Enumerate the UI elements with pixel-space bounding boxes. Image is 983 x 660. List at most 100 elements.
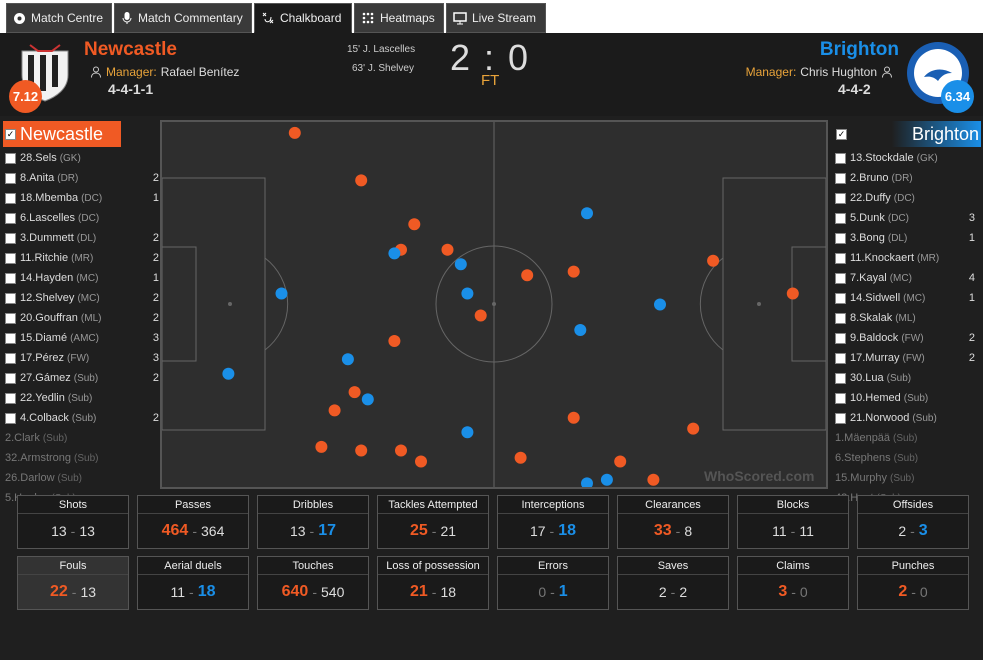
home-event-marker[interactable] [355, 174, 368, 187]
stat-box[interactable]: Claims 3-0 [737, 556, 849, 610]
player-row[interactable]: 12.Shelvey (MC) 2 [5, 288, 165, 308]
player-checkbox[interactable] [5, 192, 16, 204]
player-row[interactable]: 4.Colback (Sub) 2 [5, 408, 165, 428]
player-checkbox[interactable] [835, 332, 846, 344]
player-row[interactable]: 2.Bruno (DR) [835, 168, 981, 188]
tab-match-commentary[interactable]: Match Commentary [114, 3, 252, 33]
player-row[interactable]: 3.Bong (DL) 1 [835, 228, 981, 248]
home-event-marker[interactable] [288, 126, 301, 139]
player-row[interactable]: 17.Pérez (FW) 3 [5, 348, 165, 368]
player-checkbox[interactable] [5, 412, 16, 424]
player-checkbox[interactable] [5, 392, 16, 404]
checkbox-checked-icon[interactable]: ✓ [836, 128, 847, 140]
tab-live-stream[interactable]: Live Stream [446, 3, 546, 33]
player-row[interactable]: 10.Hemed (Sub) [835, 388, 981, 408]
player-checkbox[interactable] [835, 312, 846, 324]
player-row[interactable]: 6.Lascelles (DC) [5, 208, 165, 228]
player-row[interactable]: 17.Murray (FW) 2 [835, 348, 981, 368]
player-checkbox[interactable] [5, 312, 16, 324]
away-event-marker[interactable] [574, 324, 587, 336]
player-row[interactable]: 8.Skalak (ML) [835, 308, 981, 328]
stat-box[interactable]: Clearances 33-8 [617, 495, 729, 549]
stat-box[interactable]: Tackles Attempted 25-21 [377, 495, 489, 549]
tab-match-centre[interactable]: Match Centre [6, 3, 112, 33]
player-checkbox[interactable] [5, 152, 16, 164]
home-event-marker[interactable] [355, 444, 368, 457]
home-event-marker[interactable] [567, 411, 580, 424]
player-checkbox[interactable] [5, 212, 16, 224]
home-event-marker[interactable] [521, 269, 534, 282]
player-checkbox[interactable] [835, 352, 846, 364]
stat-box[interactable]: Dribbles 13-17 [257, 495, 369, 549]
player-checkbox[interactable] [835, 272, 846, 284]
stat-box[interactable]: Fouls 22-13 [17, 556, 129, 610]
player-checkbox[interactable] [835, 232, 846, 244]
player-checkbox[interactable] [835, 392, 846, 404]
away-event-marker[interactable] [454, 258, 467, 271]
away-event-marker[interactable] [388, 247, 401, 260]
stat-box[interactable]: Blocks 11-11 [737, 495, 849, 549]
player-row[interactable]: 11.Knockaert (MR) [835, 248, 981, 268]
stat-box[interactable]: Shots 13-13 [17, 495, 129, 549]
player-row[interactable]: 3.Dummett (DL) 2 [5, 228, 165, 248]
home-event-marker[interactable] [687, 422, 700, 435]
home-event-marker[interactable] [647, 473, 660, 486]
away-event-marker[interactable] [361, 393, 374, 406]
checkbox-checked-icon[interactable]: ✓ [5, 128, 16, 140]
player-row[interactable]: 27.Gámez (Sub) 2 [5, 368, 165, 388]
stat-box[interactable]: Passes 464-364 [137, 495, 249, 549]
player-checkbox[interactable] [835, 192, 846, 204]
home-event-marker[interactable] [707, 254, 720, 267]
stat-box[interactable]: Interceptions 17-18 [497, 495, 609, 549]
player-checkbox[interactable] [835, 292, 846, 304]
home-event-marker[interactable] [315, 440, 328, 453]
stat-box[interactable]: Errors 0-1 [497, 556, 609, 610]
away-event-marker[interactable] [581, 477, 593, 487]
stat-box[interactable]: Punches 2-0 [857, 556, 969, 610]
player-row[interactable]: 30.Lua (Sub) [835, 368, 981, 388]
player-row[interactable]: 21.Norwood (Sub) [835, 408, 981, 428]
away-event-marker[interactable] [581, 207, 593, 220]
stat-box[interactable]: Touches 640-540 [257, 556, 369, 610]
home-event-marker[interactable] [567, 265, 580, 278]
player-row[interactable]: 14.Sidwell (MC) 1 [835, 288, 981, 308]
home-event-marker[interactable] [395, 444, 407, 457]
player-checkbox[interactable] [5, 352, 16, 364]
player-row[interactable]: 18.Mbemba (DC) 1 [5, 188, 165, 208]
home-team-name[interactable]: Newcastle [84, 39, 177, 60]
player-row[interactable]: 28.Sels (GK) [5, 148, 165, 168]
stat-box[interactable]: Saves 2-2 [617, 556, 729, 610]
player-row[interactable]: 7.Kayal (MC) 4 [835, 268, 981, 288]
away-event-marker[interactable] [222, 367, 235, 380]
tab-chalkboard[interactable]: Chalkboard [254, 3, 352, 33]
home-event-marker[interactable] [474, 309, 487, 322]
player-row[interactable]: 5.Dunk (DC) 3 [835, 208, 981, 228]
stat-box[interactable]: Aerial duels 11-18 [137, 556, 249, 610]
player-checkbox[interactable] [835, 372, 846, 384]
player-row[interactable]: 20.Gouffran (ML) 2 [5, 308, 165, 328]
player-checkbox[interactable] [5, 292, 16, 304]
tab-heatmaps[interactable]: Heatmaps [354, 3, 444, 33]
away-event-marker[interactable] [341, 353, 354, 366]
home-event-marker[interactable] [786, 287, 799, 300]
player-row[interactable]: 9.Baldock (FW) 2 [835, 328, 981, 348]
away-event-marker[interactable] [461, 287, 474, 300]
stat-box[interactable]: Offsides 2-3 [857, 495, 969, 549]
player-row[interactable]: 14.Hayden (MC) 1 [5, 268, 165, 288]
home-event-marker[interactable] [415, 455, 427, 468]
stat-box[interactable]: Loss of possession 21-18 [377, 556, 489, 610]
away-event-marker[interactable] [275, 287, 288, 300]
player-checkbox[interactable] [5, 232, 16, 244]
home-team-toggle[interactable]: ✓ Newcastle [3, 121, 121, 147]
home-event-marker[interactable] [441, 243, 454, 256]
away-event-marker[interactable] [461, 426, 474, 439]
player-checkbox[interactable] [835, 412, 846, 424]
player-checkbox[interactable] [835, 172, 846, 184]
player-checkbox[interactable] [5, 372, 16, 384]
home-event-marker[interactable] [328, 404, 341, 417]
player-checkbox[interactable] [5, 332, 16, 344]
player-row[interactable]: 8.Anita (DR) 2 [5, 168, 165, 188]
player-checkbox[interactable] [835, 212, 846, 224]
player-checkbox[interactable] [5, 172, 16, 184]
player-row[interactable]: 15.Diamé (AMC) 3 [5, 328, 165, 348]
